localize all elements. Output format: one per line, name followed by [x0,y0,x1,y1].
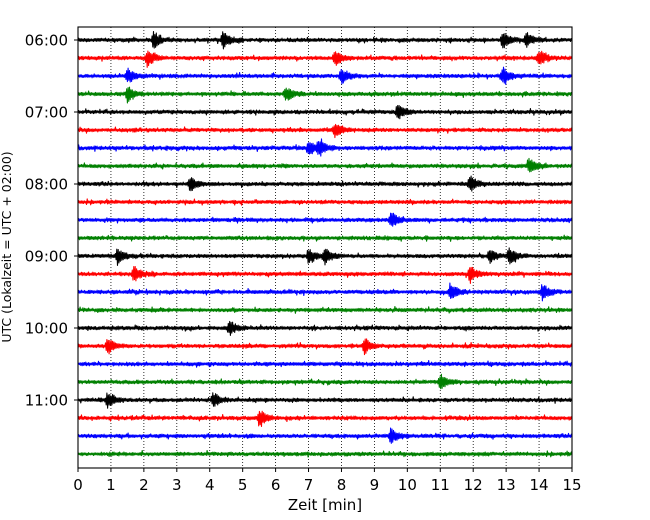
trace-1115 [77,410,573,428]
x-tick-label: 5 [238,476,248,494]
x-tick-label: 1 [106,476,116,494]
x-tick-label: 2 [139,476,149,494]
trace-1030 [77,360,573,368]
x-tick-label: 7 [304,476,314,494]
y-tick-label: 11:00 [25,392,68,410]
y-axis: 06:00 07:00 08:00 09:00 10:00 11:00 [25,32,78,410]
trace-1045 [77,373,573,390]
trace-1145 [77,449,573,458]
trace-1015 [77,338,573,356]
trace-0815 [77,198,573,206]
x-tick-label: 10 [398,476,417,494]
x-tick-label: 0 [73,476,83,494]
y-tick-label: 08:00 [25,176,68,194]
y-tick-label: 07:00 [25,104,68,122]
trace-1000 [77,320,573,336]
x-tick-label: 6 [271,476,281,494]
trace-0900 [77,247,573,266]
x-axis: 0 1 2 3 4 5 6 7 8 9 10 11 12 13 14 15 [73,468,582,494]
trace-0715 [77,123,573,139]
trace-0700 [77,105,573,120]
x-tick-label: 13 [497,476,516,494]
trace-0800 [77,175,573,192]
x-tick-label: 14 [530,476,549,494]
trace-0930 [77,282,573,302]
x-tick-label: 12 [464,476,483,494]
trace-1130 [77,427,573,444]
x-tick-label: 15 [562,476,581,494]
trace-layer [77,30,573,458]
x-tick-label: 3 [172,476,182,494]
x-tick-label: 8 [337,476,347,494]
trace-0630 [77,66,573,85]
trace-1100 [77,392,573,409]
y-axis-label: UTC (Lokalzeit = UTC + 02:00) [0,151,14,342]
trace-0645 [77,86,573,104]
trace-0945 [77,305,573,314]
trace-0600 [77,30,573,50]
trace-0915 [77,266,573,284]
x-tick-label: 9 [370,476,380,494]
trace-0730 [77,138,573,157]
x-tick-label: 4 [205,476,215,494]
y-tick-label: 06:00 [25,32,68,50]
trace-0745 [77,157,573,173]
y-tick-label: 09:00 [25,248,68,266]
y-tick-label: 10:00 [25,320,68,338]
trace-0615 [77,50,573,68]
trace-0830 [77,212,573,227]
plot-frame [77,26,573,469]
x-axis-label: Zeit [min] [288,496,362,514]
trace-0845 [77,234,573,242]
x-tick-label: 11 [431,476,450,494]
